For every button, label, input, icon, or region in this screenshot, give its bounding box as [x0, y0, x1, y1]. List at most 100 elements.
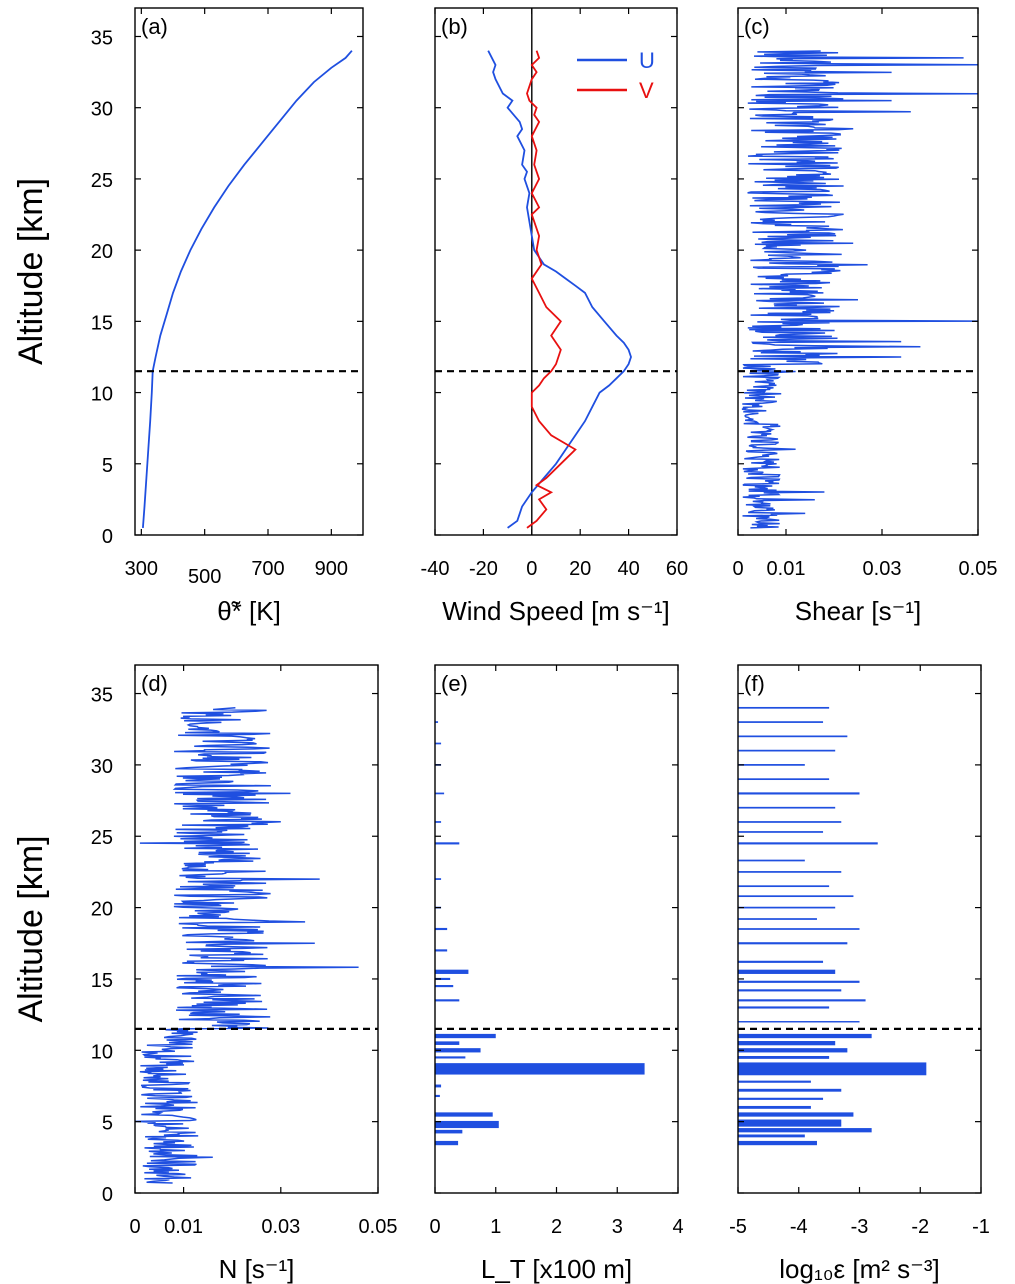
bar-11: [738, 1048, 848, 1053]
axes-frame: [434, 7, 678, 536]
bar-26: [738, 885, 830, 888]
y-axis-label: Altitude [km]: [12, 178, 50, 365]
bar-3: [738, 1119, 842, 1127]
plot-area: [487, 8, 632, 535]
x-tick-label: 500: [188, 566, 221, 588]
axes-frame: [134, 7, 364, 536]
bar-1: [738, 1134, 805, 1138]
bar-0: [435, 1140, 459, 1146]
series-line: [135, 707, 359, 1184]
bar-16: [435, 927, 448, 931]
bar-24: [435, 721, 439, 723]
plot-area: [435, 721, 645, 1146]
bar-4: [435, 1094, 440, 1098]
y-tick-label: 20: [91, 899, 113, 921]
x-tick-label: 1: [490, 1216, 501, 1238]
bar-34: [738, 778, 830, 781]
bar-27: [738, 871, 842, 873]
y-tick-label: 30: [91, 99, 113, 121]
bar-9: [738, 1062, 927, 1076]
x-tick-label: -4: [790, 1216, 808, 1238]
plot-area: [135, 707, 359, 1184]
bar-21: [738, 942, 848, 945]
x-tick-label: 0: [526, 558, 537, 580]
x-tick-label: -2: [911, 1216, 929, 1238]
series-line: [741, 50, 978, 529]
panel-d: 0 5 10 15 20 25 30 35 0 0.01 0.03 0.05 (d) N [s⁻¹] Alt…: [12, 664, 398, 1284]
axes-frame: [737, 7, 979, 536]
bar-24: [738, 906, 836, 909]
bar-23: [435, 742, 442, 745]
x-tick-label: 3: [612, 1216, 623, 1238]
bar-19: [435, 842, 460, 845]
x-tick-label: -40: [421, 558, 450, 580]
bar-22: [738, 928, 860, 930]
x-tick-label: 0.03: [261, 1216, 300, 1238]
x-tick-label: 0: [129, 1216, 140, 1238]
bar-37: [738, 735, 848, 738]
y-tick-label: 10: [91, 384, 113, 406]
bar-10: [738, 1056, 830, 1059]
bar-9: [435, 1041, 460, 1045]
panel-label: (b): [441, 14, 468, 39]
bar-2: [435, 1120, 499, 1129]
bar-1: [435, 1129, 463, 1134]
y-tick-label: 25: [91, 827, 113, 849]
x-tick-label: 2: [551, 1216, 562, 1238]
bar-2: [738, 1128, 872, 1133]
bar-6: [435, 1063, 645, 1075]
x-tick-label: 0.05: [959, 558, 998, 580]
bar-5: [435, 1084, 442, 1088]
y-axis-label: Altitude [km]: [12, 835, 50, 1022]
y-tick-label: 0: [102, 1184, 113, 1206]
panel-label: (f): [744, 671, 765, 696]
bar-18: [738, 980, 860, 983]
bar-35: [738, 764, 805, 766]
panel-a: 0 5 10 15 20 25 30 35 300 500 700 900 (a) θ̃* [K] Alti…: [12, 7, 364, 626]
x-tick-label: -20: [469, 558, 498, 580]
y-tick-label: 10: [91, 1041, 113, 1063]
bar-8: [738, 1080, 811, 1083]
x-tick-label: 0.01: [164, 1216, 203, 1238]
bar-3: [435, 1112, 493, 1117]
y-tick-label: 25: [91, 170, 113, 192]
bar-20: [738, 960, 824, 963]
x-tick-label: -1: [972, 1216, 990, 1238]
panel-f: -5 -4 -3 -2 -1 (f) log₁₀ε [m² s⁻³]: [729, 664, 990, 1284]
panel-label: (c): [744, 14, 770, 39]
plot-area: [738, 706, 927, 1146]
panel-e: 0 1 2 3 4 (e) L_T [x100 m]: [429, 664, 684, 1284]
bar-8: [435, 1048, 481, 1053]
x-tick-label: 0: [429, 1216, 440, 1238]
plot-area: [741, 50, 978, 529]
bar-17: [738, 989, 842, 992]
x-axis-label: log₁₀ε [m² s⁻³]: [779, 1254, 939, 1284]
bar-31: [738, 821, 842, 823]
x-axis-label: Shear [s⁻¹]: [795, 596, 921, 626]
bar-32: [738, 806, 836, 809]
bar-28: [738, 859, 805, 862]
plot-area: [142, 50, 353, 528]
series-line-s0: [142, 50, 353, 528]
bar-18: [435, 878, 442, 880]
x-tick-label: 0: [732, 558, 743, 580]
bar-15: [435, 949, 448, 952]
x-tick-label: 0.05: [359, 1216, 398, 1238]
bar-33: [738, 792, 860, 795]
x-tick-label: 40: [617, 558, 639, 580]
x-tick-label: 0.03: [863, 558, 902, 580]
bar-14: [738, 1021, 860, 1023]
panel-label: (a): [141, 14, 168, 39]
y-tick-label: 15: [91, 312, 113, 334]
bar-21: [435, 792, 445, 795]
y-tick-label: 5: [102, 455, 113, 477]
panel-label: (d): [141, 671, 168, 696]
bar-12: [738, 1041, 836, 1046]
y-tick-label: 35: [91, 27, 113, 49]
bar-20: [435, 821, 442, 823]
series-line-U: [487, 50, 632, 529]
legend-label: U: [639, 48, 655, 73]
bar-19: [738, 969, 836, 974]
bar-12: [435, 985, 454, 988]
x-tick-label: 700: [251, 558, 284, 580]
